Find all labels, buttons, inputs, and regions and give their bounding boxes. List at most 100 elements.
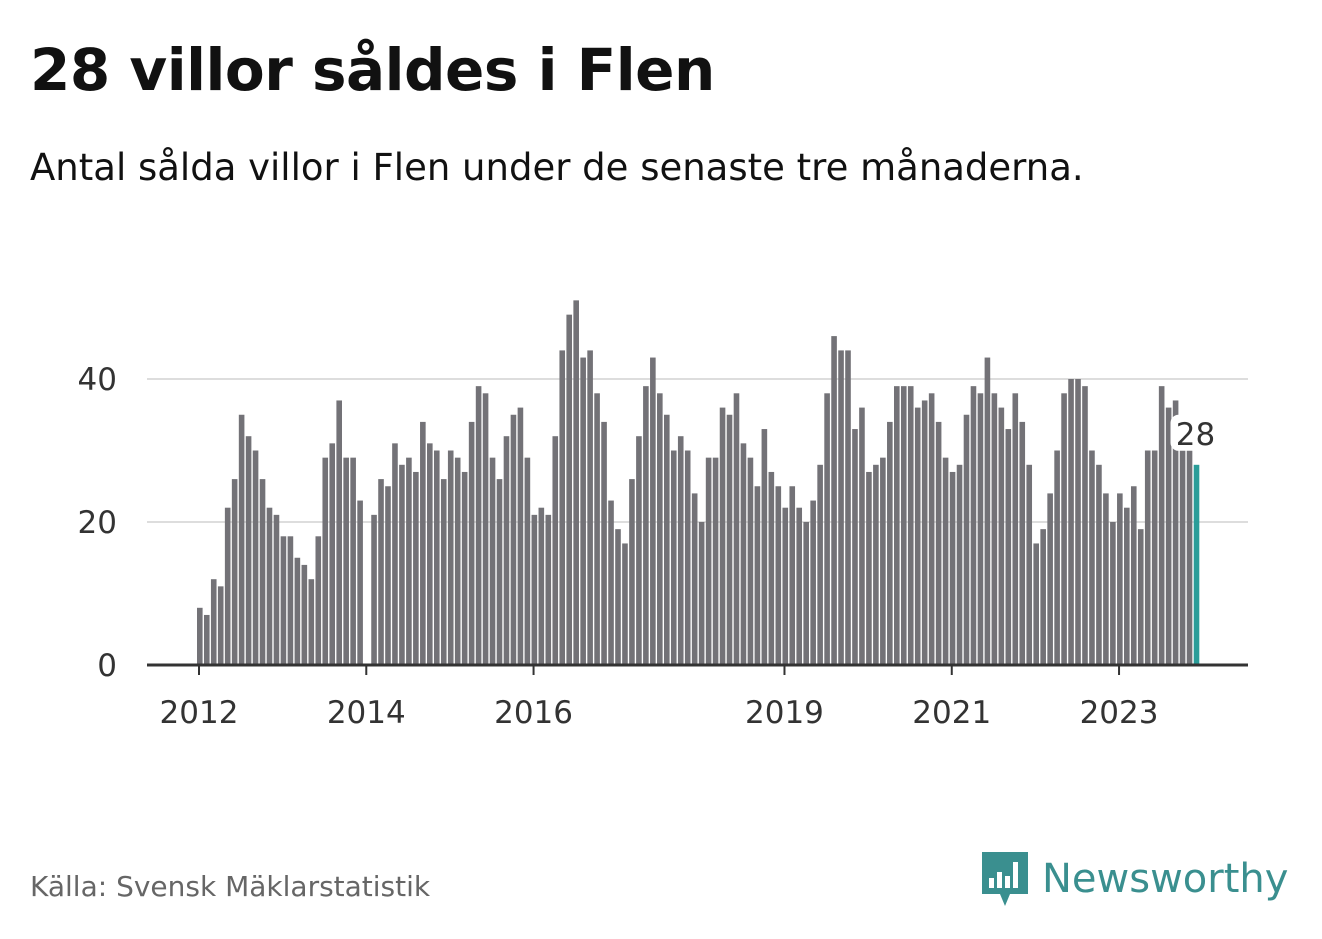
bar-128	[1089, 450, 1095, 665]
bar-60	[615, 529, 621, 665]
bar-10	[266, 507, 273, 665]
bar-23	[357, 500, 363, 665]
bar-55	[580, 357, 586, 665]
bar-38	[461, 471, 468, 665]
bar-112	[977, 393, 984, 665]
bar-35	[440, 479, 447, 665]
bar-11	[273, 514, 280, 665]
bar-82	[768, 471, 775, 665]
bar-75	[719, 407, 726, 665]
bar-34	[433, 450, 440, 665]
bar-69	[677, 436, 684, 665]
bar-3	[217, 586, 224, 665]
newsworthy-logo-icon	[982, 852, 1028, 906]
bar-59	[608, 500, 614, 665]
bar-139	[1165, 407, 1172, 665]
bar-131	[1110, 522, 1116, 665]
bar-113	[984, 357, 991, 665]
source-note: Källa: Svensk Mäklarstatistik	[30, 870, 431, 903]
bar-30	[406, 457, 412, 665]
bar-2	[210, 579, 217, 665]
bar-96	[866, 471, 872, 665]
bar-143	[1193, 464, 1200, 665]
bar-71	[691, 493, 698, 665]
bar-98	[880, 457, 886, 665]
bar-74	[712, 457, 719, 665]
bar-76	[726, 414, 733, 665]
bar-19	[329, 443, 336, 665]
bar-52	[559, 350, 566, 665]
bar-141	[1179, 450, 1186, 665]
bar-54	[573, 300, 579, 665]
bar-51	[552, 436, 559, 665]
bar-111	[970, 386, 977, 665]
brand-logo: Newsworthy	[980, 850, 1288, 908]
x-tick-label: 2019	[745, 695, 824, 731]
bar-116	[1005, 429, 1012, 665]
bar-87	[803, 522, 809, 665]
bar-26	[378, 479, 384, 665]
bar-136	[1144, 450, 1151, 665]
bar-29	[399, 464, 405, 665]
bar-72	[698, 522, 705, 665]
brand-name: Newsworthy	[1042, 856, 1289, 902]
bar-12	[280, 536, 287, 665]
bar-125	[1068, 379, 1074, 665]
y-tick-label: 40	[78, 362, 117, 398]
bar-83	[775, 486, 782, 665]
highlight-value-label: 28	[1176, 417, 1215, 453]
bar-18	[322, 457, 329, 665]
highlight-label: 28	[1170, 414, 1221, 453]
highlight-label-bg	[1170, 414, 1221, 451]
bar-15	[301, 564, 308, 665]
bar-86	[796, 507, 803, 665]
bar-36	[447, 450, 454, 665]
bar-93	[845, 350, 851, 665]
bar-108	[949, 471, 956, 665]
bar-63	[636, 436, 642, 665]
bar-94	[852, 429, 858, 665]
bar-49	[538, 507, 545, 665]
bar-142	[1186, 450, 1193, 665]
bar-7	[245, 436, 252, 665]
bar-41	[482, 393, 489, 665]
bar-1	[203, 614, 210, 665]
bar-53	[566, 314, 573, 665]
bar-121	[1040, 529, 1046, 665]
bar-134	[1130, 486, 1137, 665]
y-tick-label: 0	[97, 648, 117, 684]
bar-117	[1012, 393, 1019, 665]
bar-0	[197, 607, 203, 665]
bar-73	[705, 457, 712, 665]
bar-16	[308, 579, 315, 665]
bar-101	[900, 386, 907, 665]
x-tick-label: 2014	[327, 695, 406, 731]
bar-46	[517, 407, 524, 665]
bar-129	[1096, 464, 1102, 665]
bar-5	[231, 479, 238, 665]
bar-44	[503, 436, 510, 665]
bar-65	[650, 357, 656, 665]
bar-106	[935, 421, 942, 665]
bar-8	[252, 450, 259, 665]
bar-126	[1075, 379, 1081, 665]
bar-4	[224, 507, 231, 665]
x-tick-label: 2021	[912, 695, 991, 731]
bar-62	[629, 479, 635, 665]
bar-40	[475, 386, 482, 665]
bar-66	[657, 393, 663, 665]
bar-series	[197, 300, 1200, 665]
bar-127	[1082, 386, 1088, 665]
bar-103	[914, 407, 921, 665]
bar-43	[496, 479, 503, 665]
x-axis-ticks: 2012 2014 2016 2019 2021 2023	[160, 665, 1159, 731]
bar-33	[427, 443, 433, 665]
bar-50	[545, 514, 552, 665]
bar-135	[1137, 529, 1144, 665]
x-tick-label: 2023	[1080, 695, 1159, 731]
bar-109	[956, 464, 963, 665]
bar-47	[524, 457, 531, 665]
bar-57	[594, 393, 600, 665]
bar-37	[454, 457, 461, 665]
